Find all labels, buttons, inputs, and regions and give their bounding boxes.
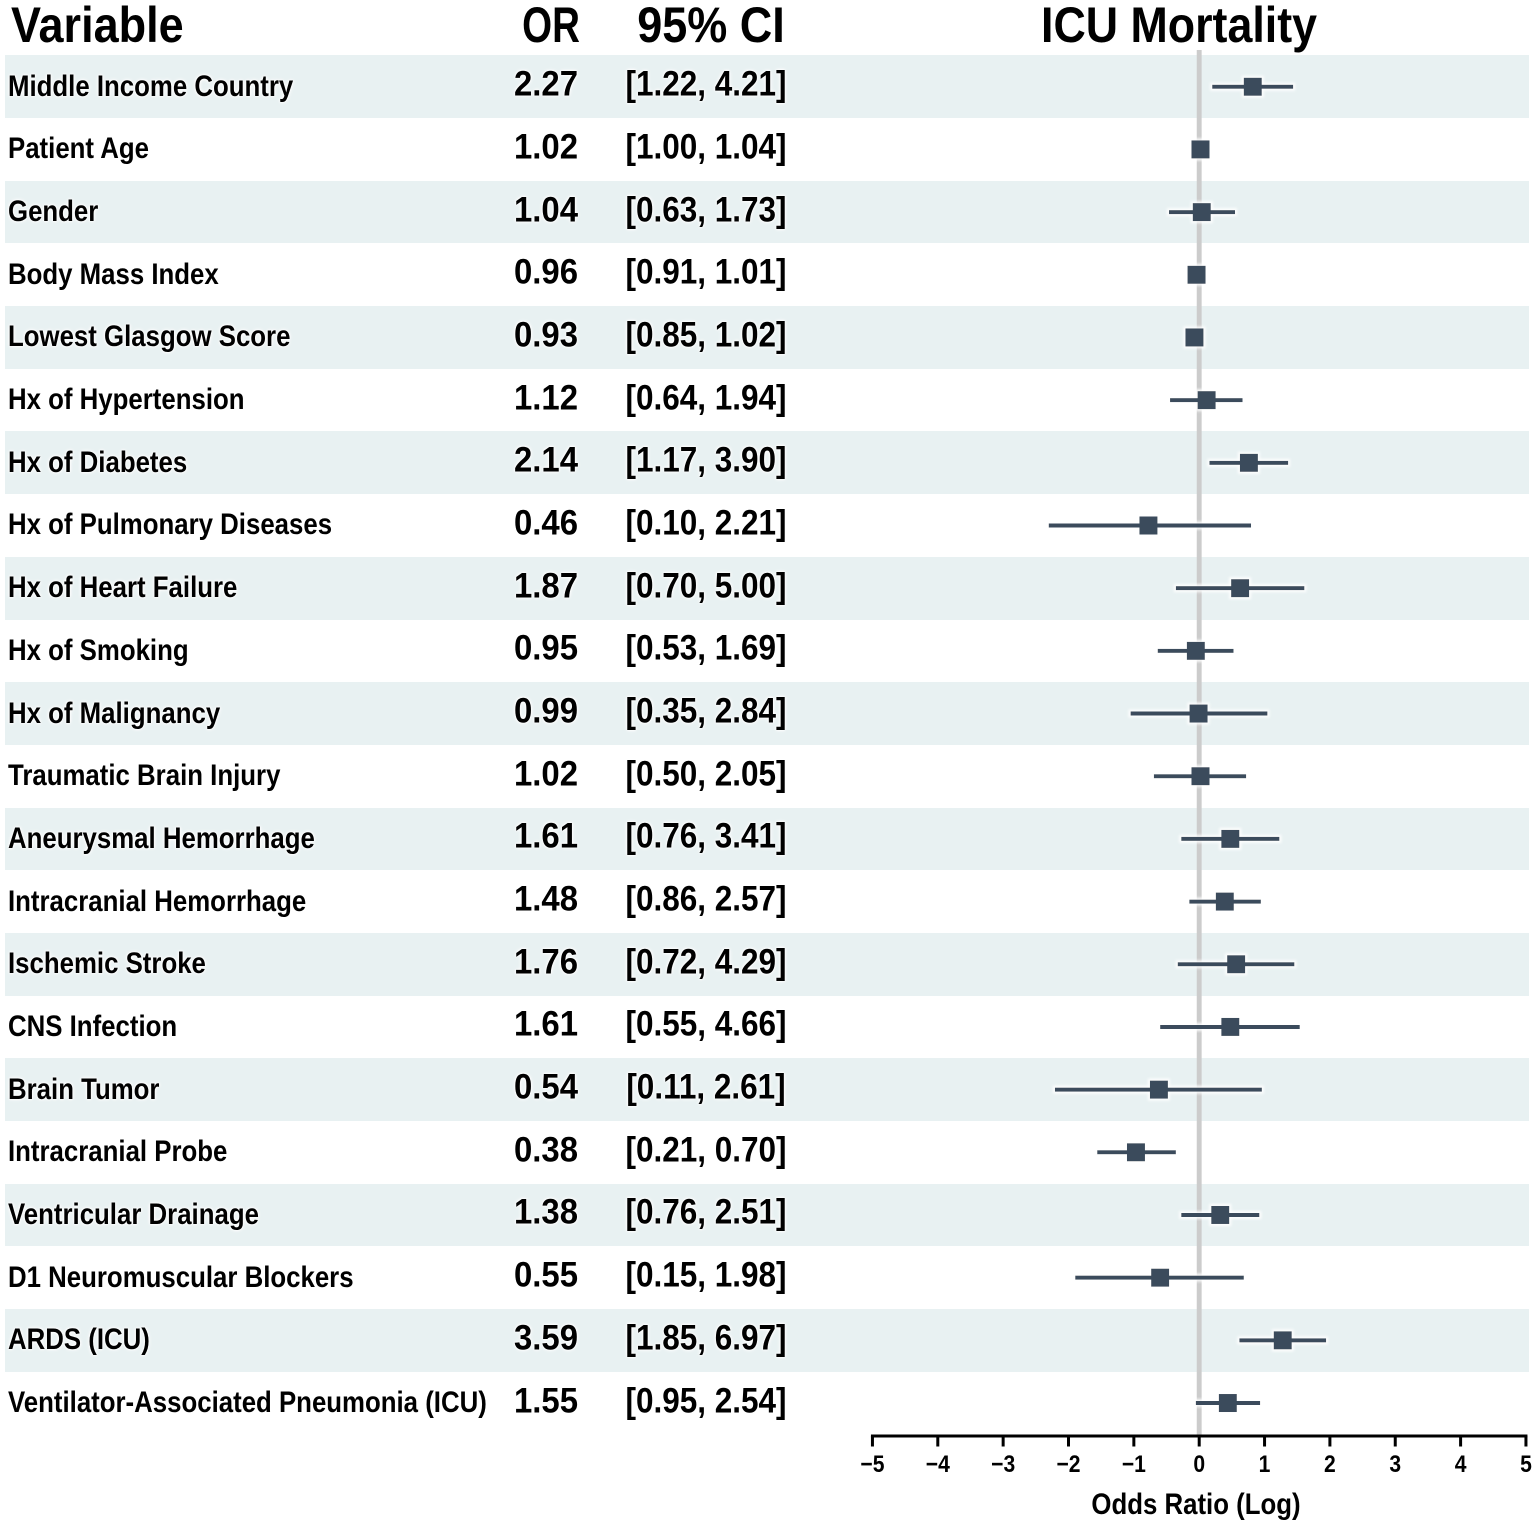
row-label: Intracranial Hemorrhage	[8, 884, 307, 918]
chart-title: ICU Mortality	[1041, 0, 1317, 53]
row-label: ARDS (ICU)	[8, 1323, 150, 1357]
row-label: Brain Tumor	[8, 1072, 160, 1106]
ci-value: [0.35, 2.84]	[625, 691, 787, 731]
ci-value: [0.86, 2.57]	[625, 879, 787, 919]
ci-value: [0.11, 2.61]	[626, 1067, 786, 1107]
row-label: Aneurysmal Hemorrhage	[8, 821, 315, 855]
or-value: 0.38	[513, 1130, 579, 1170]
or-value: 0.55	[513, 1255, 579, 1295]
row-label: Body Mass Index	[8, 257, 219, 291]
column-header-or: OR	[522, 0, 580, 53]
ci-value: [0.64, 1.94]	[625, 378, 787, 418]
table-row: Body Mass Index 0.96 [0.91, 1.01]	[5, 243, 1529, 306]
ci-value: [1.22, 4.21]	[625, 64, 787, 104]
ci-value: [0.55, 4.66]	[625, 1004, 787, 1044]
or-value: 2.14	[513, 440, 579, 480]
table-row: Middle Income Country 2.27 [1.22, 4.21]	[5, 55, 1529, 119]
or-value: 1.61	[513, 816, 579, 856]
ci-value: [0.53, 1.69]	[625, 628, 787, 668]
table-row: Intracranial Hemorrhage 1.48 [0.86, 2.57]	[5, 870, 1529, 933]
table-row: Hx of Malignancy 0.99 [0.35, 2.84]	[5, 682, 1529, 745]
ci-value: [0.76, 3.41]	[625, 816, 787, 856]
table-row: Brain Tumor 0.54 [0.11, 2.61]	[5, 1058, 1529, 1121]
or-value: 1.48	[513, 879, 579, 919]
table-row: Hx of Pulmonary Diseases 0.46 [0.10, 2.21]	[5, 494, 1529, 557]
table-row: Ventricular Drainage 1.38 [0.76, 2.51]	[5, 1183, 1529, 1247]
ci-value: [0.85, 1.02]	[625, 315, 787, 355]
row-label: Hx of Malignancy	[8, 696, 221, 730]
row-label: CNS Infection	[8, 1009, 178, 1043]
table-row: Intracranial Probe 0.38 [0.21, 0.70]	[5, 1121, 1529, 1184]
or-value: 1.04	[513, 190, 579, 230]
or-value: 1.55	[513, 1381, 579, 1420]
or-value: 0.46	[513, 503, 579, 543]
row-label: Middle Income Country	[8, 69, 294, 103]
ci-value: [0.76, 2.51]	[625, 1192, 787, 1232]
or-value: 1.12	[513, 378, 579, 418]
table-row: Hx of Diabetes 2.14 [1.17, 3.90]	[5, 431, 1529, 495]
table-row: Gender 1.04 [0.63, 1.73]	[5, 180, 1529, 244]
row-label: Patient Age	[8, 132, 149, 166]
or-value: 2.27	[513, 64, 579, 104]
or-value: 1.38	[513, 1192, 579, 1232]
row-label: Ventilator-Associated Pneumonia (ICU)	[8, 1386, 487, 1419]
or-value: 0.54	[513, 1067, 579, 1107]
ci-value: [0.63, 1.73]	[625, 190, 787, 230]
table-row: Aneurysmal Hemorrhage 1.61 [0.76, 3.41]	[5, 807, 1529, 871]
table-row: Ventilator-Associated Pneumonia (ICU) 1.5…	[5, 1372, 1529, 1435]
ci-value: [0.70, 5.00]	[625, 566, 787, 606]
ci-value: [0.50, 2.05]	[625, 754, 787, 794]
table-row: Hx of Heart Failure 1.87 [0.70, 5.00]	[5, 556, 1529, 620]
ci-value: [1.00, 1.04]	[625, 127, 787, 167]
column-header-variable: Variable	[11, 0, 184, 53]
or-value: 3.59	[513, 1318, 579, 1358]
row-label: Intracranial Probe	[8, 1135, 228, 1169]
table-row: Lowest Glasgow Score 0.93 [0.85, 1.02]	[5, 306, 1529, 369]
table-row: Ischemic Stroke 1.76 [0.72, 4.29]	[5, 932, 1529, 996]
table-row: ARDS (ICU) 3.59 [1.85, 6.97]	[5, 1309, 1529, 1372]
or-value: 0.96	[513, 252, 579, 292]
row-label: D1 Neuromuscular Blockers	[8, 1260, 354, 1294]
row-label: Hx of Smoking	[8, 633, 189, 667]
table-row: Traumatic Brain Injury 1.02 [0.50, 2.05]	[5, 745, 1529, 808]
row-label: Ischemic Stroke	[8, 947, 206, 981]
row-label: Hx of Pulmonary Diseases	[8, 508, 333, 542]
row-label: Hx of Hypertension	[8, 383, 245, 417]
or-value: 1.76	[513, 942, 579, 982]
column-header-ci: 95% CI	[637, 0, 785, 53]
ci-value: [0.15, 1.98]	[625, 1255, 787, 1295]
ci-value: [0.10, 2.21]	[625, 503, 787, 543]
table-row: D1 Neuromuscular Blockers 0.55 [0.15, 1.98…	[5, 1246, 1529, 1309]
ci-value: [0.91, 1.01]	[625, 252, 787, 292]
or-value: 0.99	[513, 691, 579, 731]
ci-value: [0.95, 2.54]	[625, 1381, 787, 1420]
ci-value: [1.17, 3.90]	[625, 440, 787, 480]
row-label: Hx of Heart Failure	[8, 571, 238, 605]
row-label: Traumatic Brain Injury	[8, 759, 281, 793]
ci-value: [1.85, 6.97]	[625, 1318, 787, 1358]
or-value: 0.93	[513, 315, 579, 355]
or-value: 1.61	[513, 1004, 579, 1044]
or-value: 1.02	[513, 754, 579, 794]
row-label: Gender	[8, 195, 99, 229]
or-value: 1.87	[513, 566, 579, 606]
row-label: Hx of Diabetes	[8, 445, 188, 479]
ci-value: [0.72, 4.29]	[625, 942, 787, 982]
table-row: Hx of Smoking 0.95 [0.53, 1.69]	[5, 620, 1529, 683]
or-value: 0.95	[513, 628, 579, 668]
table-row: Patient Age 1.02 [1.00, 1.04]	[5, 118, 1529, 181]
ci-value: [0.21, 0.70]	[625, 1130, 787, 1170]
table-row: CNS Infection 1.61 [0.55, 4.66]	[5, 996, 1529, 1059]
row-label: Ventricular Drainage	[8, 1197, 259, 1231]
or-value: 1.02	[513, 127, 579, 167]
row-label: Lowest Glasgow Score	[8, 320, 291, 354]
table-row: Hx of Hypertension 1.12 [0.64, 1.94]	[5, 369, 1529, 432]
